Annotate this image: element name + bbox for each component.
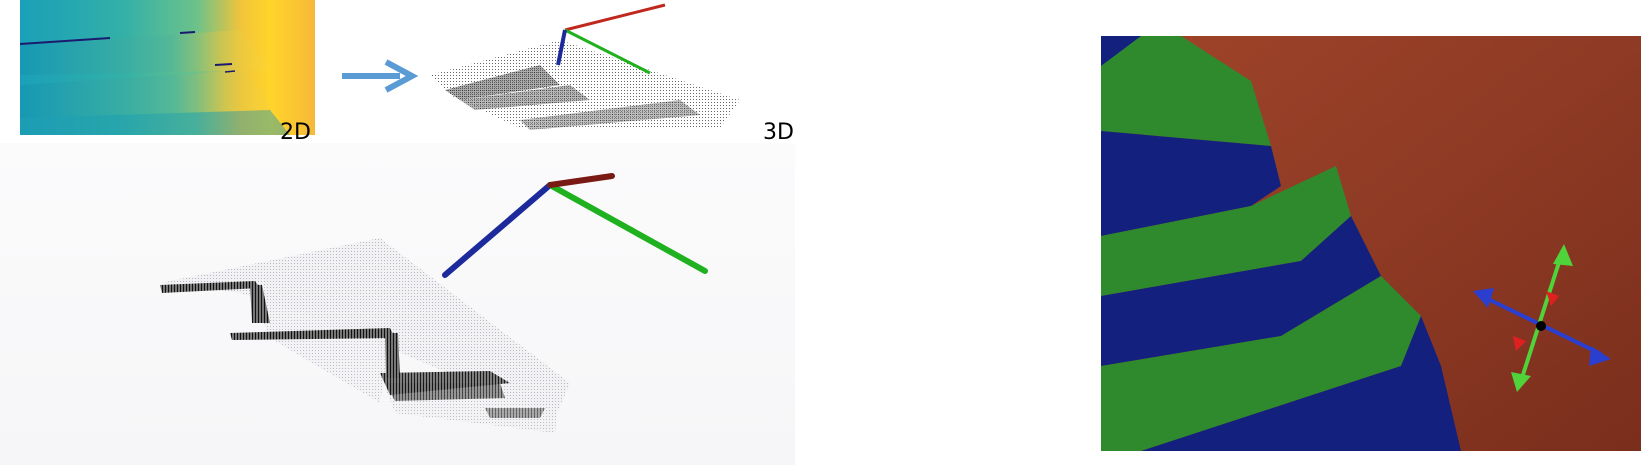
axis-x-large xyxy=(547,173,615,188)
crossed-double-arrow-icon xyxy=(1473,244,1611,392)
point-cloud-3d-large xyxy=(0,143,795,465)
right-arrow-icon xyxy=(342,59,419,93)
label-3d: 3D xyxy=(763,120,794,145)
axis-z-large xyxy=(442,182,553,278)
segmented-stairs-photo xyxy=(1101,36,1641,451)
point-cloud-3d-small xyxy=(420,0,780,135)
label-2d: 2D xyxy=(280,120,311,145)
depth-image-2d xyxy=(20,0,315,135)
axis-y-small xyxy=(564,28,651,75)
axis-z-small xyxy=(556,29,567,66)
axis-x-small xyxy=(564,3,666,32)
axis-y-large xyxy=(547,182,708,274)
